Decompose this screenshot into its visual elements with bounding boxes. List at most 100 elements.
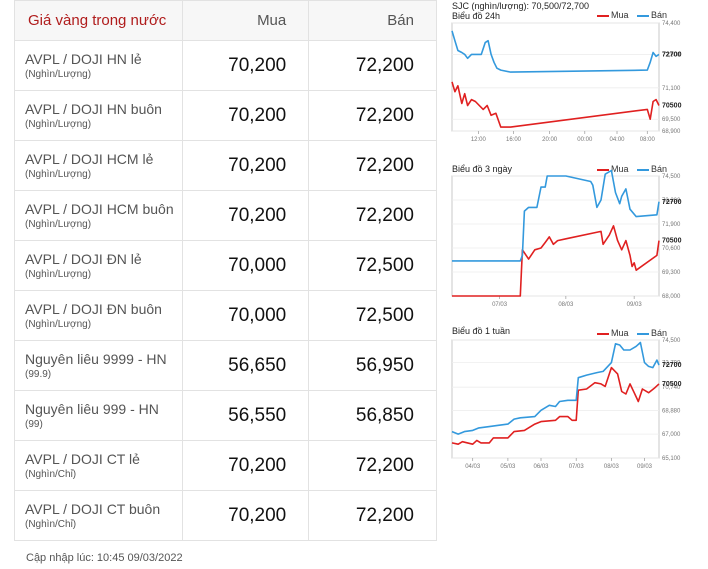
legend-buy[interactable]: Mua <box>597 328 629 338</box>
product-cell: AVPL / DOJI HN buôn (Nghìn/Lượng) <box>14 90 183 141</box>
product-cell: AVPL / DOJI CT buôn (Nghìn/Chỉ) <box>14 490 183 541</box>
x-tick-label: 05/03 <box>500 464 516 470</box>
sell-price: 72,200 <box>308 190 437 241</box>
legend-sell[interactable]: Bán <box>637 10 667 20</box>
buy-value-label: 70500 <box>662 381 682 388</box>
product-cell: Nguyên liêu 9999 - HN (99.9) <box>14 340 183 391</box>
x-tick-label: 04:00 <box>610 137 626 143</box>
sell-series-line <box>451 30 660 73</box>
chart-24h[interactable]: 74,400 72,800 71,100 69,500 68,900 12:00 16:00… <box>451 21 682 145</box>
legend-buy-swatch <box>597 168 609 171</box>
buy-price: 70,200 <box>181 440 310 491</box>
buy-price: 56,650 <box>181 340 310 391</box>
sell-price: 72,200 <box>308 440 437 491</box>
x-tick-label: 20:00 <box>542 137 558 143</box>
product-cell: AVPL / DOJI HN lẻ (Nghìn/Lượng) <box>14 40 183 91</box>
y-tick-label: 71,900 <box>662 222 681 228</box>
sell-value-label: 72700 <box>662 51 682 58</box>
buy-price: 56,550 <box>181 390 310 441</box>
table-header-row: Giá vàng trong nước Mua Bán <box>14 0 437 41</box>
chart-1week-title: Biểu đồ 1 tuần <box>452 326 511 336</box>
buy-price: 70,200 <box>181 190 310 241</box>
sell-price: 72,500 <box>308 290 437 341</box>
buy-price: 70,200 <box>181 90 310 141</box>
chart-1week[interactable]: 74,500 72,700 70,740 68,880 67,000 65,100 04/0… <box>451 338 682 475</box>
sell-value-label: 72700 <box>662 199 682 206</box>
buy-column-header: Mua <box>181 0 310 41</box>
product-name: AVPL / DOJI CT buôn <box>25 501 161 517</box>
chart-1week-legend: Mua Bán <box>591 328 667 338</box>
table-row: AVPL / DOJI CT lẻ (Nghìn/Chỉ) 70,200 72,200 <box>14 440 437 491</box>
x-tick-label: 07/03 <box>492 302 508 308</box>
product-cell: AVPL / DOJI HCM lẻ (Nghìn/Lượng) <box>14 140 183 191</box>
product-name: AVPL / DOJI HN buôn <box>25 101 162 117</box>
y-tick-label: 74,400 <box>662 21 681 27</box>
x-tick-label: 06/03 <box>534 464 550 470</box>
buy-price: 70,200 <box>181 40 310 91</box>
sell-price: 56,850 <box>308 390 437 441</box>
table-row: AVPL / DOJI HN lẻ (Nghìn/Lượng) 70,200 72,2… <box>14 40 437 91</box>
product-cell: AVPL / DOJI HCM buôn (Nghìn/Lượng) <box>14 190 183 241</box>
y-tick-label: 72,700 <box>662 361 681 367</box>
y-tick-label: 73,200 <box>662 198 681 204</box>
buy-price: 70,000 <box>181 290 310 341</box>
legend-buy-swatch <box>597 14 609 17</box>
chart-24h-title: Biểu đồ 24h <box>452 11 501 21</box>
product-unit: (Nghìn/Lượng) <box>25 269 92 280</box>
buy-value-label: 70500 <box>662 102 682 109</box>
product-cell: Nguyên liêu 999 - HN (99) <box>14 390 183 441</box>
x-tick-label: 09/03 <box>627 302 643 308</box>
y-tick-label: 74,500 <box>662 174 681 180</box>
legend-sell[interactable]: Bán <box>637 328 667 338</box>
product-unit: (Nghìn/Chỉ) <box>25 469 77 480</box>
legend-buy[interactable]: Mua <box>597 10 629 20</box>
y-tick-label: 70,600 <box>662 246 681 252</box>
x-tick-label: 08/03 <box>558 302 574 308</box>
x-tick-label: 08/03 <box>604 464 620 470</box>
product-unit: (Nghìn/Lượng) <box>25 219 92 230</box>
sell-price: 72,200 <box>308 490 437 541</box>
sell-column-header: Bán <box>308 0 437 41</box>
gold-price-table: Giá vàng trong nước Mua Bán AVPL / DOJI … <box>14 0 437 541</box>
table-row: Nguyên liêu 999 - HN (99) 56,550 56,850 <box>14 390 437 441</box>
product-unit: (Nghìn/Lượng) <box>25 119 92 130</box>
buy-series-line <box>451 81 660 128</box>
y-tick-label: 69,300 <box>662 270 681 276</box>
product-unit: (Nghìn/Lượng) <box>25 69 92 80</box>
sjc-price-header: SJC (nghìn/lượng): 70,500/72,700 <box>452 1 590 11</box>
y-tick-label: 69,500 <box>662 117 681 123</box>
legend-sell[interactable]: Bán <box>637 164 667 174</box>
x-tick-label: 00:00 <box>577 137 593 143</box>
product-unit: (Nghìn/Chỉ) <box>25 519 77 530</box>
table-row: AVPL / DOJI ĐN lẻ (Nghìn/Lượng) 70,000 72,5… <box>14 240 437 291</box>
buy-series-line <box>451 366 660 445</box>
table-row: AVPL / DOJI HN buôn (Nghìn/Lượng) 70,200 72… <box>14 90 437 141</box>
sell-series-line <box>452 169 660 262</box>
table-row: AVPL / DOJI CT buôn (Nghìn/Chỉ) 70,200 72,2… <box>14 490 437 541</box>
product-name: AVPL / DOJI CT lẻ <box>25 451 140 467</box>
y-tick-label: 68,880 <box>662 409 681 415</box>
buy-price: 70,000 <box>181 240 310 291</box>
x-tick-label: 07/03 <box>569 464 585 470</box>
product-name: AVPL / DOJI HCM buôn <box>25 201 174 217</box>
product-cell: AVPL / DOJI ĐN buôn (Nghìn/Lượng) <box>14 290 183 341</box>
chart-24h-legend: Mua Bán <box>591 10 667 20</box>
sell-series-line <box>451 341 660 435</box>
x-tick-label: 12:00 <box>471 137 487 143</box>
product-unit: (Nghìn/Lượng) <box>25 319 92 330</box>
legend-buy[interactable]: Mua <box>597 164 629 174</box>
table-row: Nguyên liêu 9999 - HN (99.9) 56,650 56,950 <box>14 340 437 391</box>
y-tick-label: 68,900 <box>662 129 681 135</box>
chart-3day-title: Biểu đồ 3 ngày <box>452 164 513 174</box>
buy-price: 70,200 <box>181 140 310 191</box>
product-name: Nguyên liêu 999 - HN <box>25 401 159 417</box>
chart-3day[interactable]: 74,500 73,200 71,900 70,600 69,300 68,000 07/0… <box>451 169 682 308</box>
buy-value-label: 70500 <box>662 238 682 245</box>
product-name: AVPL / DOJI HCM lẻ <box>25 151 154 167</box>
y-tick-label: 74,500 <box>662 338 681 344</box>
plot-frame <box>451 175 660 297</box>
y-tick-label: 67,000 <box>662 432 681 438</box>
buy-series-line <box>452 224 660 297</box>
product-unit: (Nghìn/Lượng) <box>25 169 92 180</box>
y-tick-label: 65,100 <box>662 456 681 462</box>
